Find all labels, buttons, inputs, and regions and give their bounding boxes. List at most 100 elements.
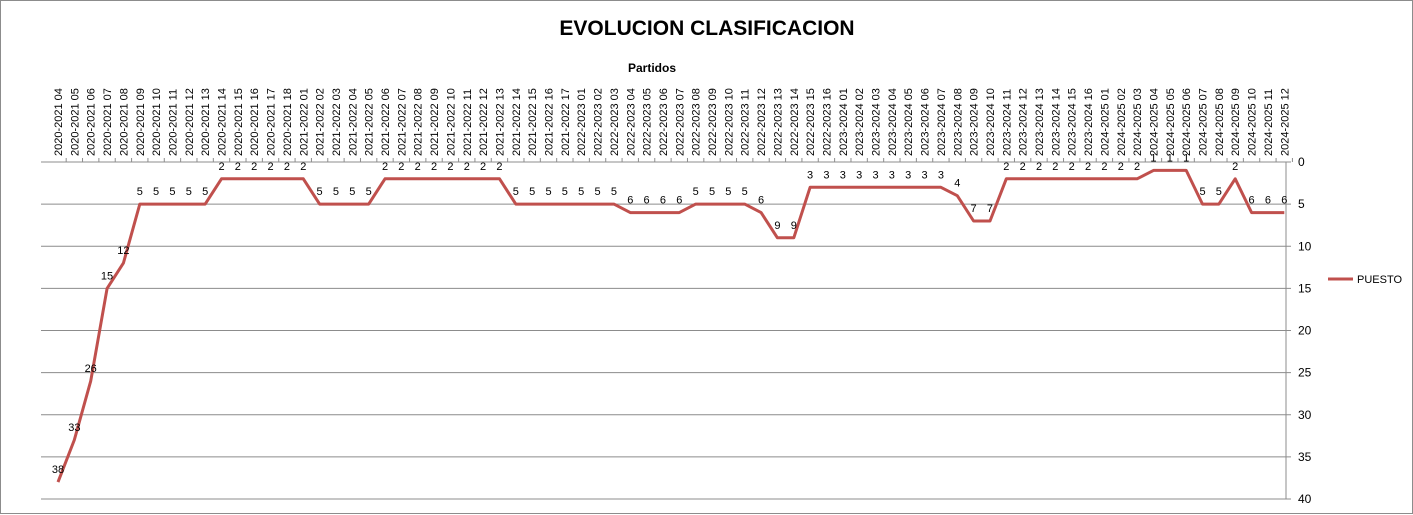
x-tick-label: 2021-2022 13 <box>494 88 506 156</box>
data-label: 6 <box>676 195 682 207</box>
x-tick-label: 2021-2022 01 <box>298 88 310 156</box>
data-label: 12 <box>117 245 129 257</box>
x-tick-label: 2021-2022 02 <box>315 88 327 156</box>
data-label: 26 <box>85 363 97 375</box>
data-label: 2 <box>398 161 404 173</box>
x-tick-label: 2020-2021 08 <box>118 88 130 156</box>
x-tick-label: 2022-2023 03 <box>609 88 621 156</box>
x-tick-label: 2024-2025 06 <box>1181 88 1193 156</box>
x-tick-label: 2021-2022 07 <box>396 88 408 156</box>
x-tick-label: 2020-2021 06 <box>86 88 98 156</box>
data-label: 33 <box>68 422 80 434</box>
x-tick-label: 2023-2024 10 <box>985 88 997 156</box>
x-tick-label: 2022-2023 05 <box>642 88 654 156</box>
data-label: 5 <box>709 186 715 198</box>
data-label: 2 <box>235 161 241 173</box>
data-label: 2 <box>251 161 257 173</box>
x-tick-label: 2023-2024 09 <box>969 88 981 156</box>
x-tick-label: 2021-2022 08 <box>413 88 425 156</box>
series-lines <box>58 170 1284 482</box>
data-label: 7 <box>987 203 993 215</box>
legend-label: PUESTO <box>1357 274 1402 286</box>
data-label: 2 <box>464 161 470 173</box>
data-label: 5 <box>333 186 339 198</box>
x-tick-label: 2021-2022 09 <box>429 88 441 156</box>
y-tick-label-5: 5 <box>1298 197 1305 211</box>
data-label: 5 <box>1199 186 1205 198</box>
data-label: 2 <box>431 161 437 173</box>
y-tick-label-20: 20 <box>1298 324 1312 338</box>
x-tick-label: 2021-2022 06 <box>380 88 392 156</box>
y-tick-label-40: 40 <box>1298 492 1312 506</box>
x-tick-label: 2022-2023 16 <box>821 88 833 156</box>
x-tick-label: 2021-2022 04 <box>347 88 359 156</box>
x-tick-label: 2023-2024 14 <box>1050 88 1062 156</box>
data-label: 1 <box>1183 152 1189 164</box>
x-tick-label: 2021-2022 03 <box>331 88 343 156</box>
x-tick-label: 2022-2023 04 <box>625 88 637 156</box>
x-tick-label: 2020-2021 04 <box>53 88 65 156</box>
data-label: 5 <box>349 186 355 198</box>
y-tick-label-0: 0 <box>1298 155 1305 169</box>
data-label: 3 <box>938 169 944 181</box>
y-tick-label-30: 30 <box>1298 408 1312 422</box>
x-tick-label: 2021-2022 10 <box>445 88 457 156</box>
data-label: 6 <box>627 195 633 207</box>
data-label: 2 <box>1020 161 1026 173</box>
x-tick-label: 2023-2024 12 <box>1018 88 1030 156</box>
data-label: 2 <box>496 161 502 173</box>
data-label: 9 <box>791 220 797 232</box>
x-tick-label: 2024-2025 11 <box>1263 89 1275 156</box>
data-label: 5 <box>545 186 551 198</box>
x-tick-label: 2020-2021 17 <box>266 88 278 156</box>
data-label: 2 <box>267 161 273 173</box>
y-tick-label-10: 10 <box>1298 239 1312 253</box>
data-label: 3 <box>840 169 846 181</box>
data-label: 5 <box>611 186 617 198</box>
data-label: 2 <box>1052 161 1058 173</box>
x-tick-label: 2023-2024 06 <box>920 88 932 156</box>
data-label: 1 <box>1150 152 1156 164</box>
y-tick-label-25: 25 <box>1298 366 1312 380</box>
data-label: 3 <box>921 169 927 181</box>
x-tick-label: 2021-2022 12 <box>478 88 490 156</box>
axes <box>41 158 1292 499</box>
x-tick-label: 2022-2023 12 <box>756 88 768 156</box>
data-label: 2 <box>1085 161 1091 173</box>
data-label: 5 <box>153 186 159 198</box>
data-label: 2 <box>1118 161 1124 173</box>
x-tick-label: 2020-2021 09 <box>135 88 147 156</box>
x-tick-label: 2021-2022 11 <box>462 89 474 156</box>
data-label: 2 <box>1134 161 1140 173</box>
data-label: 7 <box>971 203 977 215</box>
data-label: 5 <box>317 186 323 198</box>
data-label: 3 <box>889 169 895 181</box>
x-tick-label: 2022-2023 09 <box>707 88 719 156</box>
x-tick-label: 2023-2024 07 <box>936 88 948 156</box>
x-tick-label: 2020-2021 18 <box>282 88 294 156</box>
x-tick-label: 2020-2021 05 <box>69 88 81 156</box>
data-label: 6 <box>1281 195 1287 207</box>
x-tick-label: 2022-2023 15 <box>805 88 817 156</box>
chart-title: EVOLUCION CLASIFICACION <box>559 17 854 40</box>
x-tick-label: 2024-2025 01 <box>1099 88 1111 156</box>
x-tick-label: 2020-2021 07 <box>102 88 114 156</box>
x-tick-label: 2021-2022 14 <box>511 88 523 156</box>
x-tick-label: 2023-2024 15 <box>1067 88 1079 156</box>
data-label: 2 <box>1036 161 1042 173</box>
x-tick-label: 2024-2025 04 <box>1148 88 1160 156</box>
x-tick-label: 2021-2022 15 <box>527 88 539 156</box>
data-label: 6 <box>758 195 764 207</box>
y-tick-label-35: 35 <box>1298 450 1312 464</box>
x-tick-label: 2022-2023 10 <box>723 88 735 156</box>
data-label: 1 <box>1167 152 1173 164</box>
x-tick-label: 2020-2021 12 <box>184 88 196 156</box>
x-tick-label: 2022-2023 13 <box>772 88 784 156</box>
data-label: 5 <box>742 186 748 198</box>
data-label: 3 <box>856 169 862 181</box>
data-label: 3 <box>872 169 878 181</box>
x-tick-label: 2024-2025 10 <box>1247 88 1259 156</box>
